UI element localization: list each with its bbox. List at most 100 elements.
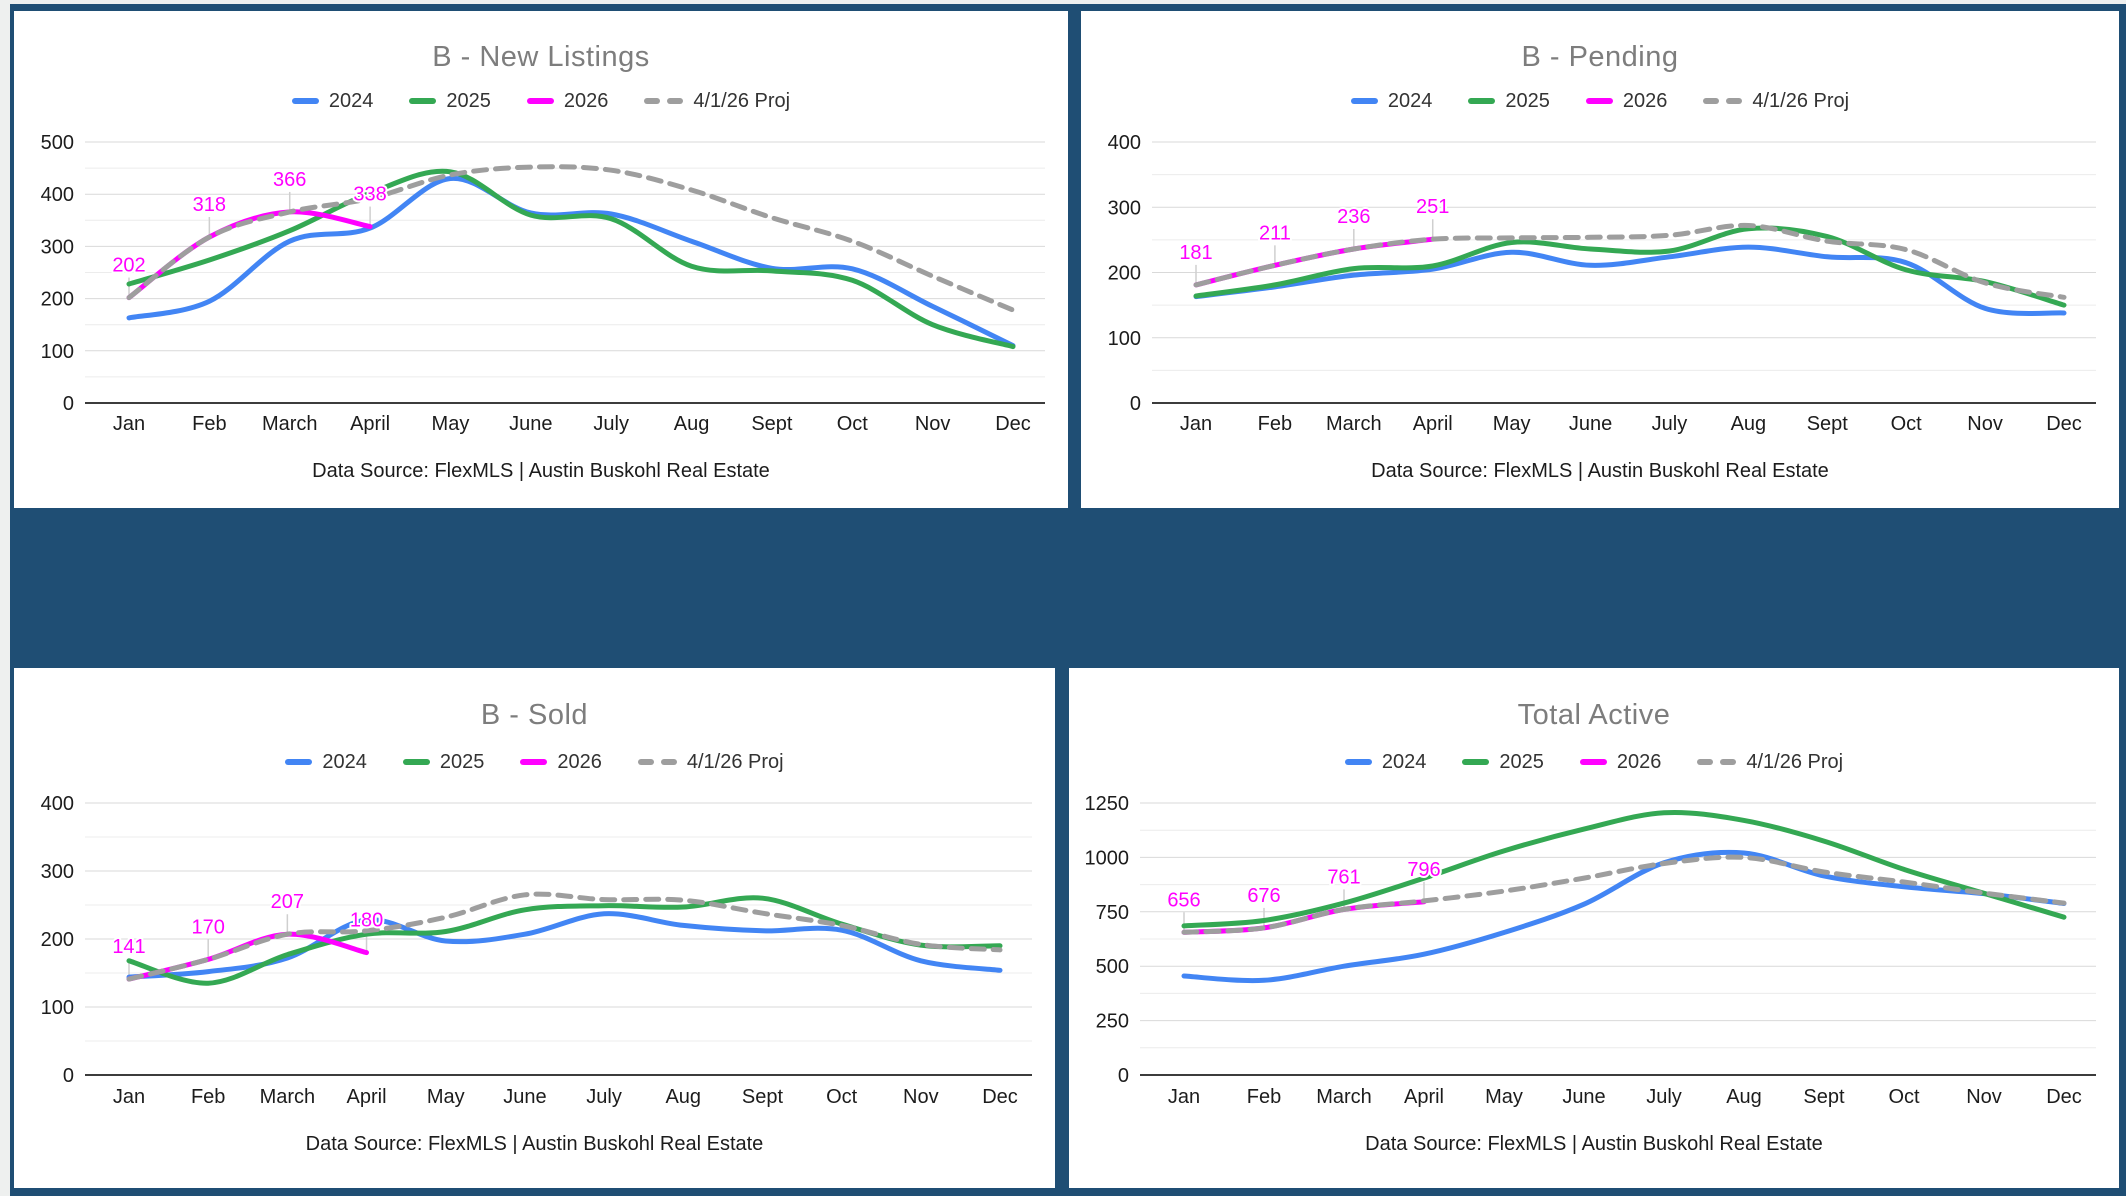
x-tick-label: Jan [113,413,145,435]
series-line-2024 [126,911,1003,980]
y-tick-label: 1000 [1085,847,1130,869]
x-tick-label: May [1493,413,1531,435]
x-tick-label: Dec [2046,1086,2082,1108]
x-tick-label: Feb [191,1086,225,1108]
legend-label: 2026 [557,750,602,773]
legend-dash [1726,98,1743,104]
legend-label: 2026 [1616,750,1662,773]
x-tick-label: May [1485,1086,1523,1108]
legend-label: 4/1/26 Proj [686,750,784,773]
chart-legend-pending: 2024 2025 2026 4/1/26 Proj [1081,89,2119,113]
x-tick-label: July [1652,413,1688,435]
pending-plot: 0 100 200 300 400 Jan Feb March April May June July… [1108,132,2096,435]
x-tick-label: Feb [192,413,226,435]
x-tick-label: April [1413,413,1453,435]
legend-item-2026: 2026 [520,751,602,774]
chart-card-pending: 0 100 200 300 400 Jan Feb March April May June July… [1081,11,2119,508]
x-tick-label: Aug [1726,1086,1762,1108]
y-tick-label: 500 [1096,956,1129,978]
legend-swatch [291,98,319,104]
x-tick-label: Dec [2046,413,2082,435]
legend-label: 4/1/26 Proj [1752,89,1850,112]
x-tick-label: June [1569,413,1612,435]
x-tick-label: March [260,1086,316,1108]
x-tick-label: Nov [1966,1086,2002,1108]
chart-legend-sold: 2024 2025 2026 4/1/26 Proj [14,750,1055,774]
legend-item-2024: 2024 [285,751,367,774]
x-tick-label: Oct [1888,1086,1920,1108]
x-tick-label: July [586,1086,622,1108]
chart-card-total-active: 0 250 500 750 1000 1250 Jan Feb March April May Jun… [1069,668,2119,1188]
y-tick-label: 0 [1130,393,1141,415]
x-tick-label: Oct [1891,413,1923,435]
chart-legend-total-active: 2024 2025 2026 4/1/26 Proj [1069,750,2119,774]
data-label-2026: 202 [112,255,145,277]
x-tick-label: Sept [742,1086,784,1108]
y-tick-label: 500 [41,132,74,154]
series-line-2026 [126,209,373,301]
legend-swatch [1579,759,1607,765]
legend-swatch-dashed [1697,759,1737,765]
legend-label: 2026 [563,89,609,112]
legend-swatch [1462,759,1490,765]
series-line-4-1-26-proj [1193,222,2067,300]
y-tick-label: 400 [41,793,74,815]
legend-item-2026: 2026 [1585,89,1668,113]
legend-item-4-1-26-proj: 4/1/26 Proj [644,90,790,113]
legend-dash [637,759,654,765]
data-label-2026: 656 [1167,889,1200,911]
x-tick-label: June [509,413,552,435]
new-listings-plot: 0 100 200 300 400 500 Jan Feb March April May June J… [41,132,1045,435]
x-tick-label: April [350,413,390,435]
x-tick-label: March [262,413,318,435]
y-tick-label: 300 [41,236,74,258]
legend-item-4-1-26-proj: 4/1/26 Proj [1703,90,1849,113]
legend-label: 2024 [328,89,374,112]
legend-label: 2024 [322,750,367,773]
series-line-4-1-26-proj [126,164,1016,313]
legend-swatch-dashed [1703,98,1743,104]
sold-plot: 0 100 200 300 400 Jan Feb March April May June July… [41,793,1032,1108]
chart-title-new-listings: B - New Listings [432,41,650,73]
legend-item-2025: 2025 [402,750,485,774]
chart-legend-new-listings: 2024 2025 2026 4/1/26 Proj [14,89,1068,113]
legend-label: 2025 [1499,750,1544,773]
data-label-2026: 796 [1407,859,1440,881]
x-tick-label: June [503,1086,546,1108]
series-line-2024 [126,175,1016,349]
series-line-4-1-26-proj [1181,854,2067,935]
legend-item-2025: 2025 [409,90,491,113]
x-tick-label: Feb [1258,413,1292,435]
data-label-2026: 318 [193,194,226,216]
x-tick-label: Jan [1168,1086,1200,1108]
data-source-note: Data Source: FlexMLS | Austin Buskohl Re… [312,460,770,482]
data-label-2026: 338 [353,184,386,206]
legend-label: 2025 [446,89,491,112]
legend-dash [667,98,684,104]
legend-label: 2025 [439,750,485,773]
legend-label: 4/1/26 Proj [693,89,791,112]
legend-label: 2026 [1622,89,1668,112]
series-line-2024 [1181,849,2067,984]
x-tick-label: Sept [1803,1086,1845,1108]
data-label-2026: 211 [1259,222,1291,244]
legend-item-4-1-26-proj: 4/1/26 Proj [637,750,784,774]
x-tick-label: Sept [751,413,793,435]
data-source-note: Data Source: FlexMLS | Austin Buskohl Re… [1371,460,1829,482]
y-tick-label: 100 [41,997,74,1019]
x-tick-label: July [1646,1086,1682,1108]
y-tick-label: 300 [41,861,74,883]
data-label-2026: 181 [1179,242,1212,264]
series-line-2025 [1181,810,2067,929]
x-tick-label: April [1404,1086,1444,1108]
legend-dash [1720,759,1737,765]
x-tick-label: Dec [982,1086,1018,1108]
x-tick-label: March [1316,1086,1372,1108]
y-tick-label: 200 [1108,263,1141,285]
x-tick-label: Aug [665,1086,701,1108]
y-tick-label: 100 [41,341,74,363]
legend-dash [660,759,677,765]
legend-swatch [409,98,437,104]
data-source-note: Data Source: FlexMLS | Austin Buskohl Re… [305,1133,764,1155]
y-tick-label: 200 [41,289,74,311]
